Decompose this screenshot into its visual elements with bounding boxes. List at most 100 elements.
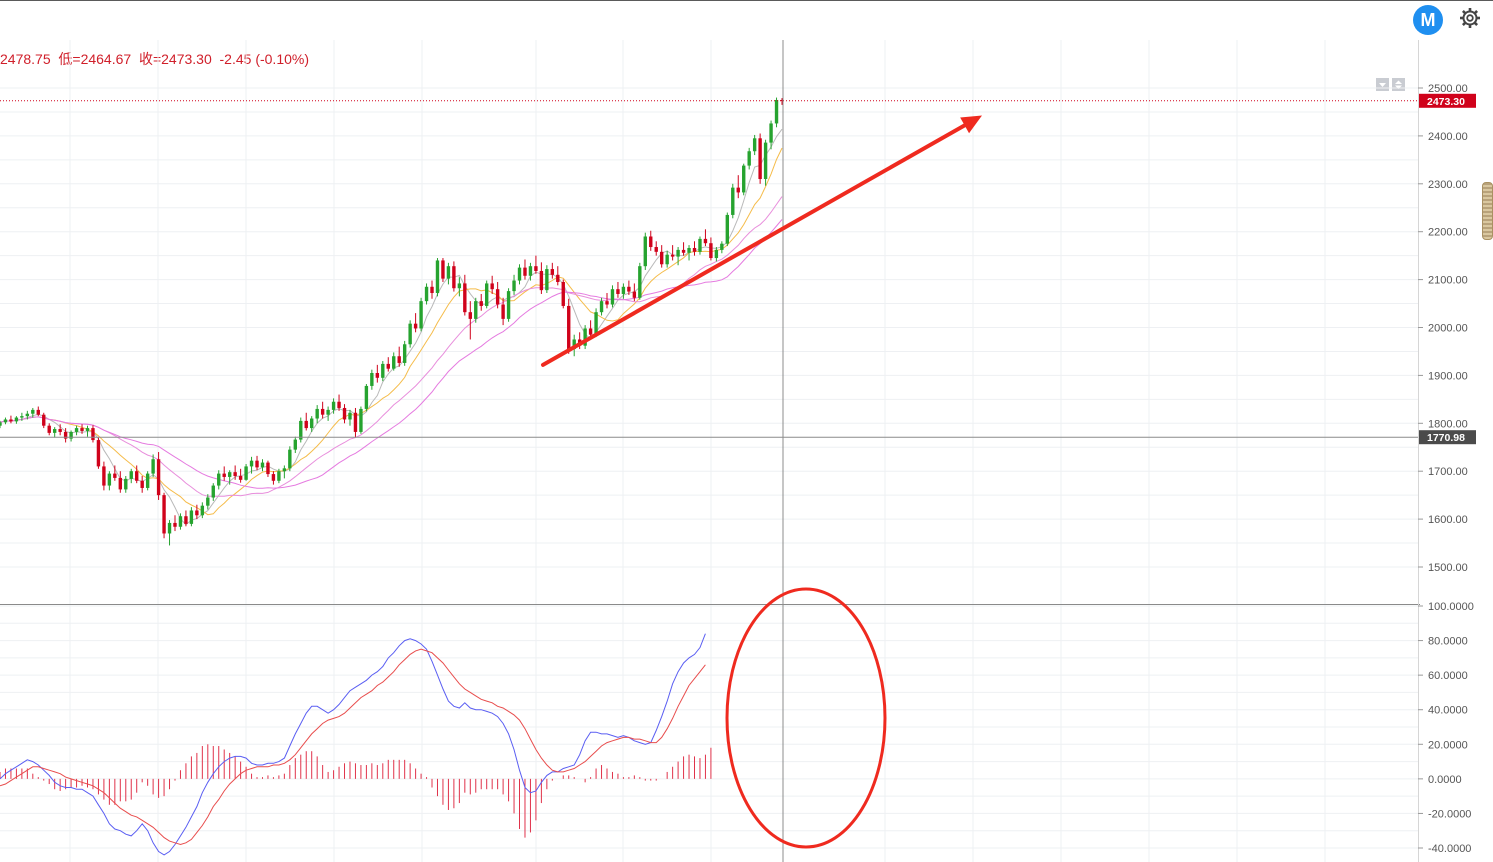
candle — [162, 492, 166, 539]
candle — [528, 262, 533, 281]
candle — [140, 475, 144, 493]
candle — [342, 404, 347, 424]
candle — [206, 494, 210, 510]
macd-dif-line — [0, 633, 706, 856]
candle — [501, 297, 505, 326]
candle-body — [747, 151, 751, 166]
candle — [102, 461, 106, 491]
info-item: 低=2464.67 — [58, 51, 139, 67]
candle — [490, 275, 494, 294]
candle-body — [567, 305, 571, 350]
candle — [337, 394, 341, 411]
top-border — [0, 0, 1493, 1]
candle — [91, 425, 95, 443]
candle-body — [610, 289, 615, 305]
candle-body — [446, 266, 451, 279]
candle-body — [452, 266, 456, 289]
candle-body — [0, 422, 2, 426]
candle — [692, 241, 697, 256]
candle — [271, 471, 276, 485]
candle — [474, 297, 478, 323]
candle-body — [91, 428, 95, 441]
candle — [96, 437, 101, 469]
candle — [392, 352, 396, 371]
candle-body — [20, 416, 24, 418]
candle-body — [430, 286, 434, 294]
candle-body — [605, 301, 609, 305]
candle-body — [774, 99, 779, 124]
candle — [703, 229, 708, 247]
candle-body — [621, 286, 626, 294]
gear-icon[interactable] — [1458, 6, 1482, 30]
candle — [594, 308, 598, 338]
candle — [249, 456, 254, 474]
candle-body — [315, 408, 319, 419]
candle-body — [725, 214, 730, 244]
candle — [747, 147, 751, 170]
candle — [687, 245, 691, 261]
candle — [0, 420, 2, 429]
candle — [457, 277, 462, 297]
macd-dea-line — [0, 648, 706, 846]
ma5-line — [0, 128, 783, 526]
candle — [353, 407, 358, 438]
candle-body — [63, 431, 68, 439]
candle — [227, 470, 232, 485]
candle — [195, 504, 199, 520]
candle — [25, 410, 30, 420]
candle-body — [277, 471, 281, 481]
candle — [435, 258, 440, 297]
price-tick-label: 2200.00 — [1428, 227, 1468, 239]
last-price-label-bg — [1419, 93, 1476, 108]
candle-body — [178, 516, 183, 527]
candle — [222, 466, 226, 481]
candle-body — [501, 304, 505, 319]
candle — [173, 515, 177, 532]
price-tick-label: 2100.00 — [1428, 275, 1468, 287]
candle — [315, 405, 319, 424]
candle-body — [687, 247, 691, 253]
macd-tick-label: 20.0000 — [1428, 739, 1468, 751]
candle — [523, 259, 527, 280]
candle — [36, 406, 40, 417]
candle-body — [627, 286, 631, 292]
candle-body — [528, 266, 533, 276]
candle-body — [534, 266, 538, 271]
candle — [720, 241, 724, 254]
highlight-ellipse — [725, 587, 887, 849]
candle — [200, 502, 205, 519]
candle-body — [129, 471, 133, 479]
candle-body — [408, 323, 412, 345]
candle — [52, 427, 57, 438]
candle — [151, 454, 155, 477]
candle-body — [474, 301, 478, 319]
candle-body — [31, 409, 35, 414]
candle-body — [517, 267, 522, 281]
candle-body — [588, 328, 593, 335]
candle — [397, 346, 401, 367]
candle — [495, 281, 500, 309]
candle-body — [310, 418, 314, 429]
candle-body — [107, 473, 112, 486]
m-logo-icon[interactable]: M — [1413, 5, 1443, 35]
candle — [463, 274, 467, 316]
candle-body — [670, 254, 675, 257]
candle-body — [763, 142, 768, 180]
candle-body — [342, 407, 347, 420]
candle-body — [485, 283, 489, 306]
candle-body — [145, 473, 150, 488]
candle — [124, 475, 128, 493]
candle — [408, 320, 412, 348]
candle-body — [402, 344, 407, 363]
candle-body — [556, 274, 560, 282]
candle-body — [337, 401, 341, 408]
candle-body — [479, 301, 483, 306]
candle-body — [25, 413, 30, 417]
candle-body — [698, 238, 702, 252]
candle — [441, 258, 445, 282]
macd-tick-label: -40.0000 — [1428, 843, 1471, 855]
candle — [370, 369, 374, 390]
candle-body — [102, 466, 106, 486]
candle-body — [113, 473, 117, 478]
